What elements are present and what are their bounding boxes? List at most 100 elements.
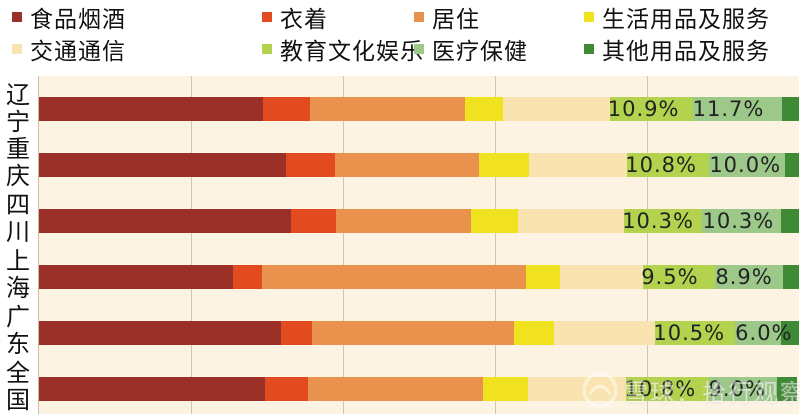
y-tick-label: 四川 <box>6 191 30 246</box>
watermark-text: 雪球：拾行观察 <box>624 378 800 407</box>
y-tick-label: 上海 <box>6 247 30 302</box>
bar-row <box>39 321 800 345</box>
legend-swatch <box>414 44 424 54</box>
gridline <box>495 76 496 414</box>
data-label-education: 10.8% <box>624 377 697 401</box>
bar-segment <box>529 153 628 177</box>
legend-swatch <box>12 12 22 22</box>
data-label-education: 10.3% <box>622 209 694 233</box>
bar-segment <box>526 265 561 289</box>
watermark: 雪球：拾行观察 <box>582 370 800 410</box>
legend-swatch <box>584 44 594 54</box>
bar-segment <box>643 265 716 289</box>
legend-swatch <box>584 12 594 22</box>
bar-segment <box>39 209 292 233</box>
bar-segment <box>39 153 287 177</box>
snowball-logo-icon <box>582 372 618 408</box>
chart-legend: 食品烟酒 衣着 居住 生活用品及服务交通通信 教育文化娱乐 医疗保健 其他用品及服务 <box>0 0 800 70</box>
bar-segment <box>263 97 311 121</box>
data-label-medical: 6.0% <box>735 321 793 345</box>
gridline <box>647 76 648 414</box>
bar-segment <box>781 97 800 121</box>
bar-segment <box>735 321 782 345</box>
legend-swatch <box>414 12 424 22</box>
gridline <box>191 76 192 414</box>
bar-segment <box>470 209 519 233</box>
legend-item: 医疗保健 <box>414 34 528 65</box>
bar-segment <box>335 153 480 177</box>
bar-row <box>39 209 800 233</box>
bar-segment <box>309 97 466 121</box>
bar-segment <box>559 265 644 289</box>
bar-segment <box>265 377 309 401</box>
bar-segment <box>479 153 530 177</box>
data-label-education: 10.5% <box>653 321 726 345</box>
bar-segment <box>286 153 336 177</box>
bar-segment <box>39 265 234 289</box>
bar-segment <box>311 321 515 345</box>
bar-segment <box>655 321 736 345</box>
y-tick-label: 重庆 <box>6 135 30 190</box>
y-tick-label: 全国 <box>6 359 30 414</box>
bar-segment <box>262 265 527 289</box>
bar-segment <box>464 97 504 121</box>
legend-swatch <box>262 44 272 54</box>
legend-label: 交通通信 <box>30 39 126 65</box>
legend-item: 交通通信 <box>12 34 126 65</box>
legend-item: 教育文化娱乐 <box>262 34 424 65</box>
data-label-education: 9.5% <box>641 265 699 289</box>
bar-segment <box>503 97 611 121</box>
bar-segment <box>627 153 710 177</box>
legend-item: 其他用品及服务 <box>584 34 770 65</box>
bar-segment <box>280 321 313 345</box>
bar-segment <box>553 321 656 345</box>
bar-segment <box>39 377 266 401</box>
legend-item: 食品烟酒 <box>12 2 126 33</box>
bar-row <box>39 377 799 401</box>
data-label-medical: 11.7% <box>692 97 765 121</box>
data-label-medical: 8.9% <box>715 265 773 289</box>
legend-label: 教育文化娱乐 <box>280 39 424 65</box>
bar-segment <box>39 321 282 345</box>
data-label-education: 10.9% <box>607 97 680 121</box>
bar-segment <box>308 377 484 401</box>
bar-row <box>39 97 800 121</box>
bar-segment <box>482 377 529 401</box>
bar-segment <box>517 209 625 233</box>
bar-segment <box>232 265 263 289</box>
bar-segment <box>783 265 800 289</box>
legend-label: 医疗保健 <box>432 39 528 65</box>
data-label-medical: 10.0% <box>709 153 782 177</box>
legend-item: 生活用品及服务 <box>584 2 770 33</box>
bar-segment <box>39 97 264 121</box>
legend-item: 居住 <box>414 2 480 33</box>
bar-segment <box>692 97 782 121</box>
legend-label: 生活用品及服务 <box>602 7 770 33</box>
bar-segment <box>291 209 337 233</box>
bar-segment <box>702 209 782 233</box>
bar-segment <box>609 97 694 121</box>
y-tick-label: 广东 <box>6 303 30 358</box>
gridline <box>343 76 344 414</box>
bar-segment <box>514 321 555 345</box>
legend-label: 食品烟酒 <box>30 7 126 33</box>
data-label-medical: 10.3% <box>702 209 775 233</box>
bar-segment <box>527 377 627 401</box>
bar-segment <box>626 377 710 401</box>
legend-swatch <box>262 12 272 22</box>
legend-swatch <box>12 44 22 54</box>
legend-label: 其他用品及服务 <box>602 39 770 65</box>
data-label-education: 10.8% <box>625 153 697 177</box>
legend-item: 衣着 <box>262 2 328 33</box>
bar-segment <box>780 209 800 233</box>
plot-area: 10.9% 11.7% 10.8% 10.0% 10.3% 10.3% 9.5% 8.9% 10… <box>38 76 800 414</box>
legend-label: 居住 <box>432 7 480 33</box>
bar-segment <box>336 209 472 233</box>
bar-segment <box>708 377 778 401</box>
bar-row <box>39 153 800 177</box>
bar-segment <box>709 153 786 177</box>
y-axis: 辽宁重庆四川上海广东全国 <box>0 76 36 414</box>
bar-segment <box>624 209 703 233</box>
bar-segment <box>776 377 798 401</box>
bar-row <box>39 265 800 289</box>
